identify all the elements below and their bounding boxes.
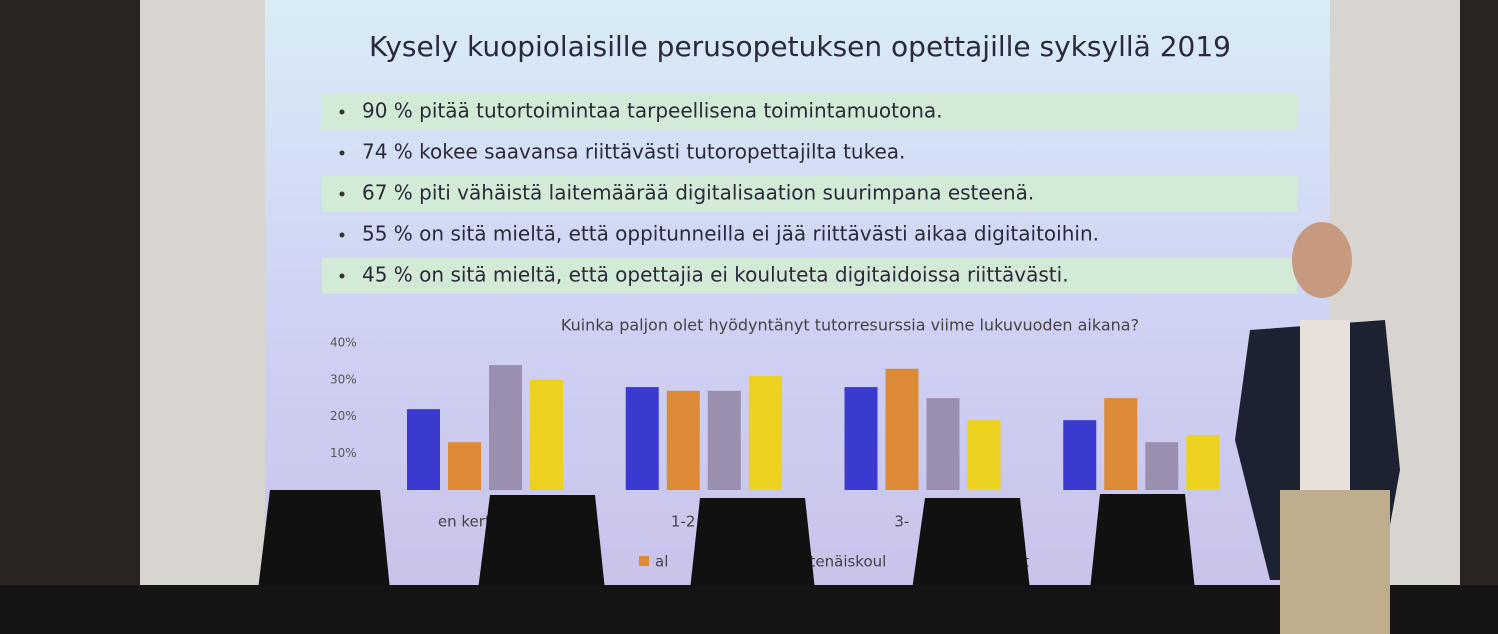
chair <box>258 490 390 590</box>
x-tick-label: 1-2 <box>671 513 696 531</box>
slide-title: Kysely kuopiolaisille perusopetuksen ope… <box>369 30 1231 63</box>
presenter <box>1235 222 1400 634</box>
bar <box>1063 420 1097 490</box>
legend-label: al <box>655 553 668 571</box>
chair <box>912 498 1030 590</box>
head <box>1292 222 1352 298</box>
y-tick-label: 40% <box>330 336 357 350</box>
bar <box>885 368 919 490</box>
y-tick-label: 20% <box>330 409 357 423</box>
bullet-text: 55 % on sitä mieltä, että oppitunneilla … <box>362 222 1099 246</box>
bar <box>707 390 741 490</box>
bar <box>1104 398 1138 490</box>
bullet-dot <box>339 191 345 197</box>
bullet-band <box>322 94 1297 130</box>
bullet-text: 45 % on sitä mieltä, että opettajia ei k… <box>362 263 1069 287</box>
trousers <box>1280 490 1390 634</box>
stage <box>0 585 1498 634</box>
bullet-band <box>322 176 1297 212</box>
x-tick-label: en kert <box>438 513 491 531</box>
y-tick-label: 30% <box>330 372 357 386</box>
chart-title: Kuinka paljon olet hyödyntänyt tutorresu… <box>561 316 1139 335</box>
chairs <box>258 490 1195 590</box>
bar <box>666 390 700 490</box>
bar <box>1145 442 1179 490</box>
bar <box>844 387 878 490</box>
bullet-text: 74 % kokee saavansa riittävästi tutorope… <box>362 140 905 164</box>
bar <box>748 376 782 490</box>
bullet-band <box>322 258 1297 294</box>
chair <box>690 498 815 590</box>
bullet-dot <box>339 150 345 156</box>
legend-label: ntenäiskoul <box>800 553 886 571</box>
bar <box>967 420 1001 490</box>
y-tick-label: 10% <box>330 446 357 460</box>
bar <box>448 442 481 490</box>
legend-swatch <box>639 556 649 566</box>
bar <box>926 398 960 490</box>
bar <box>1186 434 1220 490</box>
bullet-text: 90 % pitää tutortoimintaa tarpeellisena … <box>362 99 943 123</box>
bullet-text: 67 % piti vähäistä laitemäärää digitalis… <box>362 181 1034 205</box>
bar <box>489 365 522 490</box>
bullet-list: 90 % pitää tutortoimintaa tarpeellisena … <box>322 94 1297 294</box>
x-tick-label: 3- <box>894 513 909 531</box>
bar <box>530 379 563 490</box>
bar <box>625 387 659 490</box>
chair <box>478 495 605 590</box>
bullet-dot <box>339 109 345 115</box>
bullet-dot <box>339 232 345 238</box>
chair <box>1090 494 1195 590</box>
bullet-dot <box>339 273 345 279</box>
shirt <box>1300 320 1350 490</box>
bar <box>407 409 440 490</box>
